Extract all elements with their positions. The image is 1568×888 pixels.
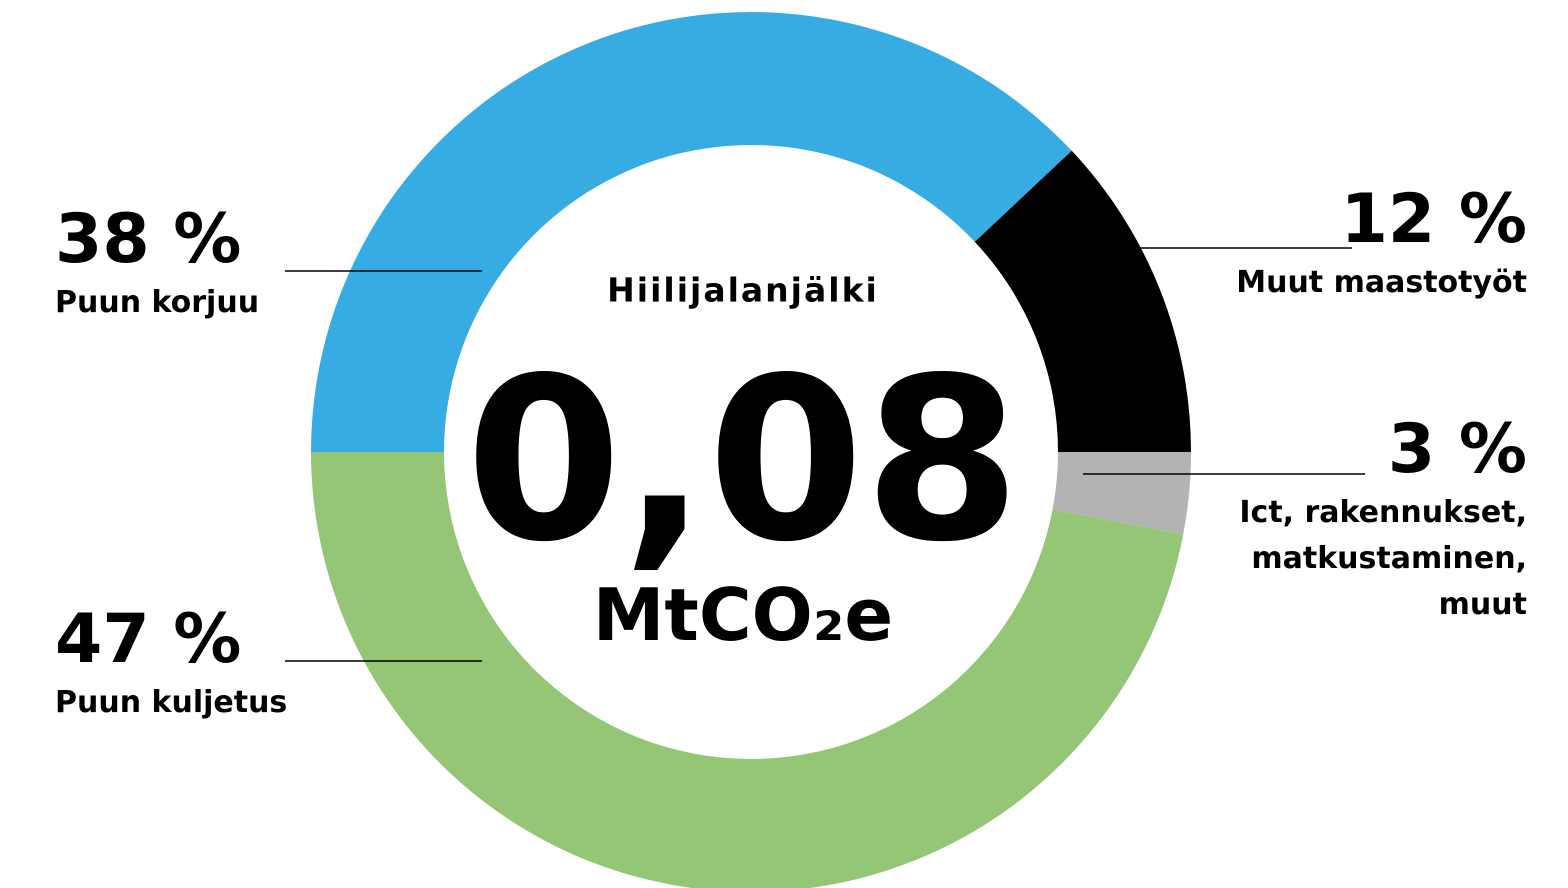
value-label: 3 % (1387, 410, 1527, 489)
category-label: Puun korjuu (55, 285, 260, 320)
donut-segment (311, 11, 1072, 452)
center-unit: MtCO₂e (593, 573, 893, 657)
leader-lines (285, 247, 1365, 662)
value-label: 12 % (1340, 180, 1527, 259)
segment-label: 47 % Puun kuljetus (55, 600, 287, 726)
value-label: 38 % (55, 200, 242, 279)
center-value: 0,08 (465, 330, 1020, 592)
chart-title: Hiilijalanjälki (607, 271, 879, 310)
segment-label: 38 % Puun korjuu (55, 200, 259, 326)
category-label: Puun kuljetus (55, 685, 288, 720)
category-label: Ict, rakennukset, matkustaminen, muut (1239, 495, 1527, 622)
donut-segment (1052, 452, 1191, 535)
category-label: Muut maastotyöt (1236, 265, 1527, 300)
segment-label: 12 % Muut maastotyöt (1187, 180, 1527, 306)
value-label: 47 % (55, 600, 242, 679)
donut-segment (311, 452, 1184, 888)
segment-label: 3 % Ict, rakennukset, matkustaminen, muut (1187, 410, 1527, 628)
donut-segment (974, 150, 1191, 453)
donut (311, 11, 1191, 888)
